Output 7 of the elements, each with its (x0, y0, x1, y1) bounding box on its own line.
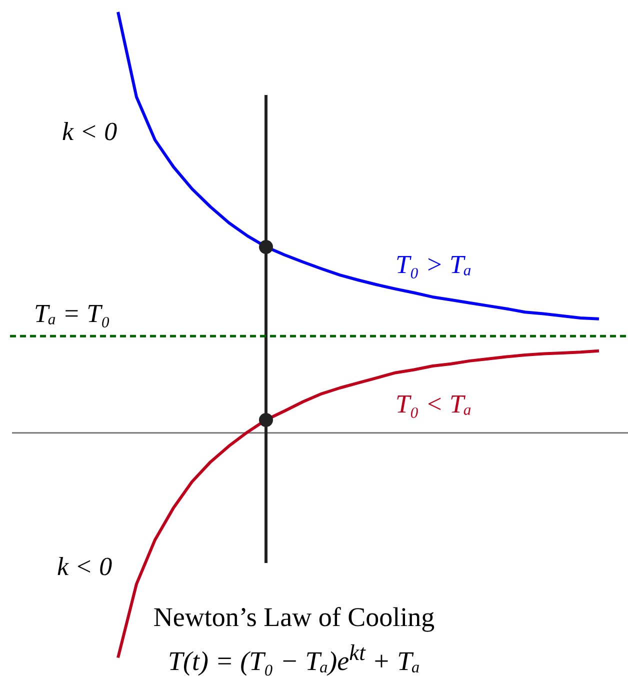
annotation: k < 0 (57, 552, 112, 581)
annotation: k < 0 (62, 117, 118, 146)
ref-line-label: Tₐ = T₀ (34, 299, 110, 328)
series-label: T₀ > Tₐ (396, 250, 472, 279)
series-label: T₀ < Tₐ (396, 390, 472, 419)
text: Newton’s Law of Cooling (152, 602, 436, 633)
text: T(t) = (T₀ − Tₐ)e$^{kt}$ + Tₐ (166, 640, 422, 677)
